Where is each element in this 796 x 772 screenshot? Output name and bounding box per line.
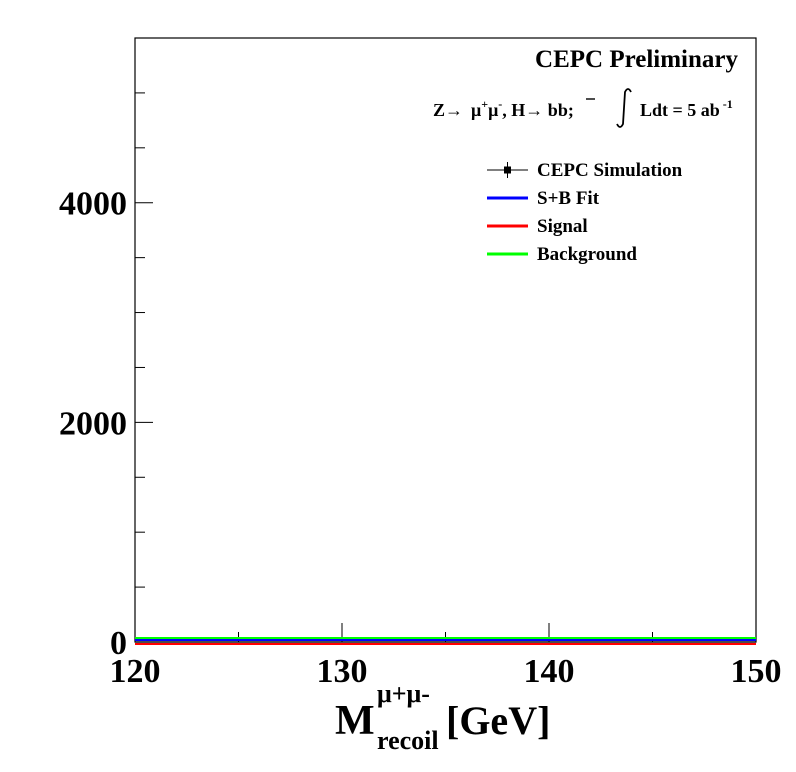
y-axis: 0 2000 4000 — [59, 92, 153, 662]
chart-title: CEPC Preliminary — [535, 46, 738, 73]
x-axis-title: M μ+μ- recoil [GeV] — [335, 679, 550, 755]
legend: CEPC Simulation S+B Fit Signal Background — [487, 160, 683, 265]
plot-frame — [134, 37, 757, 643]
x-tick-label: 130 — [317, 653, 368, 690]
x-tick-label: 140 — [524, 653, 575, 690]
luminosity-label: Ldt = 5 ab -1 — [640, 97, 733, 120]
integral-sign — [616, 88, 632, 128]
x-tick-label: 150 — [731, 653, 782, 690]
y-tick-label: 2000 — [59, 405, 127, 442]
x-axis: 120 130 140 150 — [110, 623, 782, 690]
y-tick-label: 0 — [110, 625, 127, 662]
process-label: Z→ μ+μ-, H→ bb; — [433, 97, 574, 120]
x-axis-title-main: M — [335, 698, 375, 744]
legend-label: S+B Fit — [537, 188, 600, 209]
process-annotation: Z→ μ+μ-, H→ bb; Ldt = 5 ab -1 — [433, 88, 733, 128]
y-tick-label: 4000 — [59, 186, 127, 223]
x-axis-title-unit: [GeV] — [446, 698, 550, 743]
x-tick-label: 120 — [110, 653, 161, 690]
x-axis-title-sub: recoil — [377, 726, 439, 755]
legend-label: Signal — [537, 216, 588, 237]
legend-marker-square — [504, 166, 511, 174]
legend-label: Background — [537, 244, 637, 265]
series-layer — [135, 637, 756, 645]
legend-label: CEPC Simulation — [537, 160, 683, 181]
x-axis-title-sup: μ+μ- — [377, 679, 430, 708]
